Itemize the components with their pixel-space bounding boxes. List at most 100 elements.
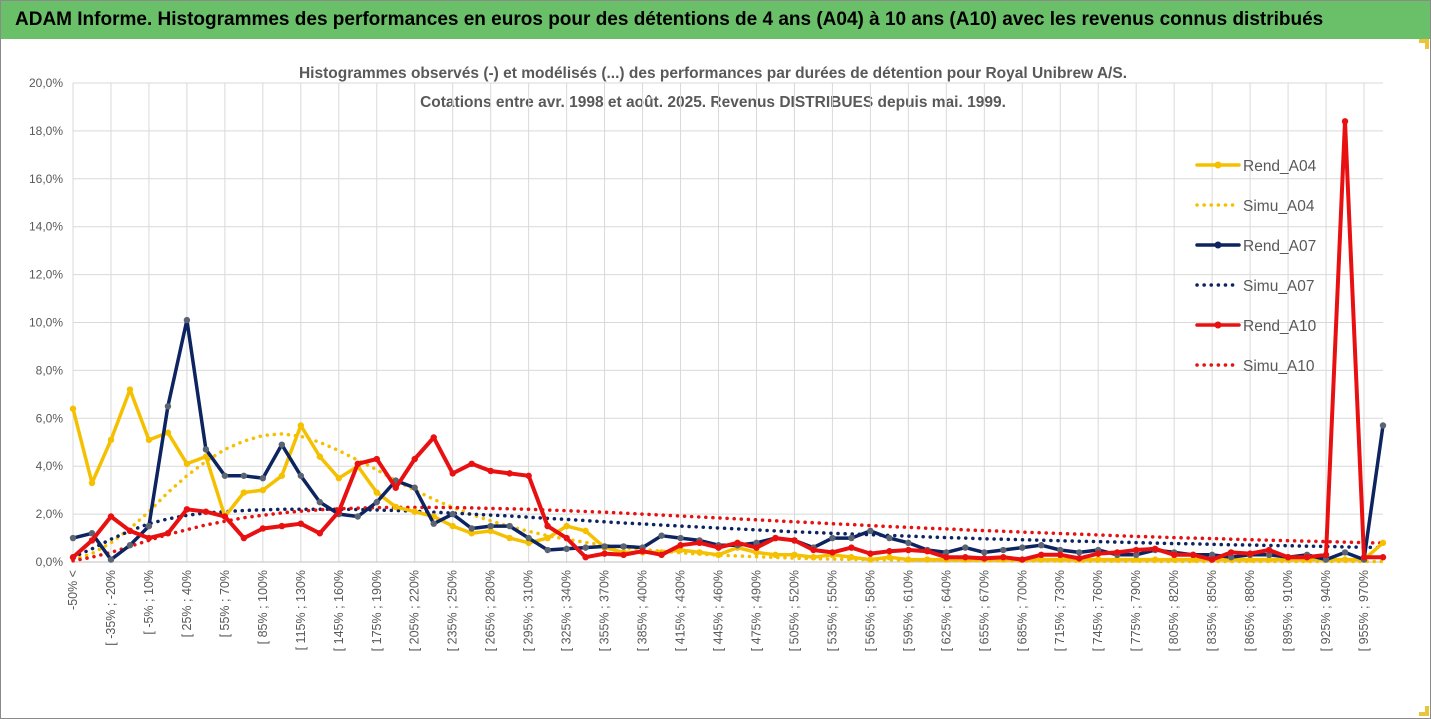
data-point-Rend_A10 <box>848 544 855 551</box>
x-tick-label: [ 775% ; 790% <box>1129 570 1143 651</box>
data-point-Rend_A10 <box>297 520 305 527</box>
x-tick-label: [ 655% ; 670% <box>977 570 991 651</box>
data-point-Rend_A07 <box>411 484 418 491</box>
data-point-Rend_A04 <box>411 508 418 515</box>
data-point-Rend_A10 <box>1151 545 1159 553</box>
series-line-Rend_A04 <box>71 387 1385 562</box>
data-point-Rend_A07 <box>468 525 475 532</box>
data-point-Rend_A07 <box>240 472 248 479</box>
x-tick-label: [ 85% ; 100% <box>256 570 270 644</box>
data-point-Rend_A10 <box>259 525 267 532</box>
data-point-Rend_A07 <box>525 534 532 542</box>
x-tick-label: [ 25% ; 40% <box>180 570 194 637</box>
data-point-Rend_A07 <box>316 498 324 506</box>
data-point-Rend_A10 <box>164 530 172 537</box>
data-point-Rend_A04 <box>848 554 855 561</box>
x-tick-label: [ 565% ; 580% <box>863 570 877 651</box>
data-point-Rend_A07 <box>886 534 893 542</box>
data-point-Rend_A07 <box>753 539 760 547</box>
data-point-Rend_A04 <box>487 527 494 535</box>
data-point-Rend_A04 <box>1265 556 1273 563</box>
histogram-chart: Histogrammes observés (-) et modélisés (… <box>29 65 1387 651</box>
x-tick-label: [ 685% ; 700% <box>1015 570 1029 651</box>
data-point-Rend_A07 <box>829 534 836 542</box>
data-point-Rend_A10 <box>1076 555 1083 562</box>
data-point-Rend_A07 <box>620 543 627 550</box>
data-point-Rend_A04 <box>506 534 513 542</box>
data-point-Rend_A10 <box>107 513 115 520</box>
y-tick-label: 6,0% <box>36 411 64 425</box>
data-point-Rend_A10 <box>1360 554 1368 561</box>
data-point-Rend_A04 <box>164 429 172 436</box>
data-point-Rend_A10 <box>582 554 589 561</box>
legend-label-Simu_A07: Simu_A07 <box>1243 278 1315 295</box>
data-point-Rend_A07 <box>1076 549 1083 556</box>
data-point-Rend_A10 <box>449 470 456 477</box>
x-tick-label: [ 55% ; 70% <box>218 570 232 637</box>
x-tick-label: [ 385% ; 400% <box>636 570 650 651</box>
data-point-Rend_A04 <box>1114 556 1121 563</box>
data-point-Rend_A07 <box>297 472 305 479</box>
data-point-Rend_A04 <box>810 554 817 561</box>
x-tick-label: [ -5% ; 10% <box>142 570 156 635</box>
data-point-Rend_A04 <box>297 422 305 429</box>
x-tick-label: [ 295% ; 310% <box>522 570 536 651</box>
y-tick-label: 14,0% <box>29 220 63 234</box>
series-line-Simu_A10 <box>71 505 1385 563</box>
x-tick-label: [ 625% ; 640% <box>939 570 953 651</box>
data-point-Rend_A10 <box>1000 554 1007 561</box>
data-point-Rend_A07 <box>981 549 988 556</box>
data-point-Rend_A04 <box>582 527 589 535</box>
data-point-Rend_A10 <box>639 548 646 555</box>
data-point-Rend_A10 <box>1246 550 1254 557</box>
data-point-Rend_A10 <box>1132 546 1140 554</box>
data-point-Rend_A04 <box>240 489 248 496</box>
data-point-Rend_A10 <box>734 539 741 547</box>
data-point-Rend_A07 <box>259 474 267 482</box>
data-point-Rend_A04 <box>88 479 96 487</box>
handle-corner-top-right-v[interactable] <box>1425 39 1429 49</box>
data-point-Rend_A10 <box>1303 554 1311 561</box>
handle-corner-bottom-right[interactable] <box>1419 712 1429 716</box>
data-point-Rend_A10 <box>962 554 969 561</box>
legend-label-Simu_A10: Simu_A10 <box>1243 358 1315 375</box>
data-point-Rend_A04 <box>924 556 931 563</box>
data-point-Rend_A04 <box>696 549 703 556</box>
y-tick-label: 4,0% <box>36 459 64 473</box>
legend-label-Rend_A10: Rend_A10 <box>1243 318 1317 335</box>
handle-corner-top-right[interactable] <box>1419 39 1429 43</box>
data-point-Rend_A07 <box>1057 546 1064 554</box>
data-point-Rend_A10 <box>696 539 703 547</box>
data-point-Rend_A10 <box>525 472 532 479</box>
data-point-Rend_A10 <box>335 508 342 515</box>
data-point-Rend_A04 <box>715 551 722 559</box>
y-tick-label: 12,0% <box>29 268 63 282</box>
handle-corner-bottom-right-v[interactable] <box>1425 706 1429 716</box>
y-tick-label: 0,0% <box>36 555 64 569</box>
data-point-Rend_A10 <box>829 549 836 556</box>
data-point-Rend_A04 <box>791 551 798 559</box>
data-point-Rend_A10 <box>487 467 494 475</box>
x-tick-label: [ 835% ; 850% <box>1205 570 1219 651</box>
data-point-Rend_A04 <box>1095 556 1102 563</box>
data-point-Rend_A04 <box>525 539 532 547</box>
data-point-Rend_A10 <box>1379 554 1387 561</box>
data-point-Rend_A04 <box>544 534 551 542</box>
data-point-Rend_A07 <box>164 403 172 410</box>
data-point-Rend_A10 <box>544 522 551 530</box>
data-point-Rend_A04 <box>1379 539 1387 547</box>
data-point-Rend_A07 <box>848 534 855 542</box>
data-point-Rend_A10 <box>316 530 324 537</box>
data-point-Rend_A10 <box>601 550 608 557</box>
y-tick-label: 2,0% <box>36 507 64 521</box>
legend-marker-Rend_A10 <box>1214 321 1222 329</box>
data-point-Rend_A07 <box>1019 544 1026 551</box>
data-point-Rend_A04 <box>905 556 912 563</box>
data-point-Rend_A10 <box>1170 551 1178 559</box>
data-point-Rend_A10 <box>1208 556 1216 563</box>
data-point-Rend_A07 <box>107 556 115 563</box>
data-point-Rend_A10 <box>506 470 513 477</box>
y-tick-label: 16,0% <box>29 172 63 186</box>
data-point-Rend_A07 <box>145 522 153 530</box>
